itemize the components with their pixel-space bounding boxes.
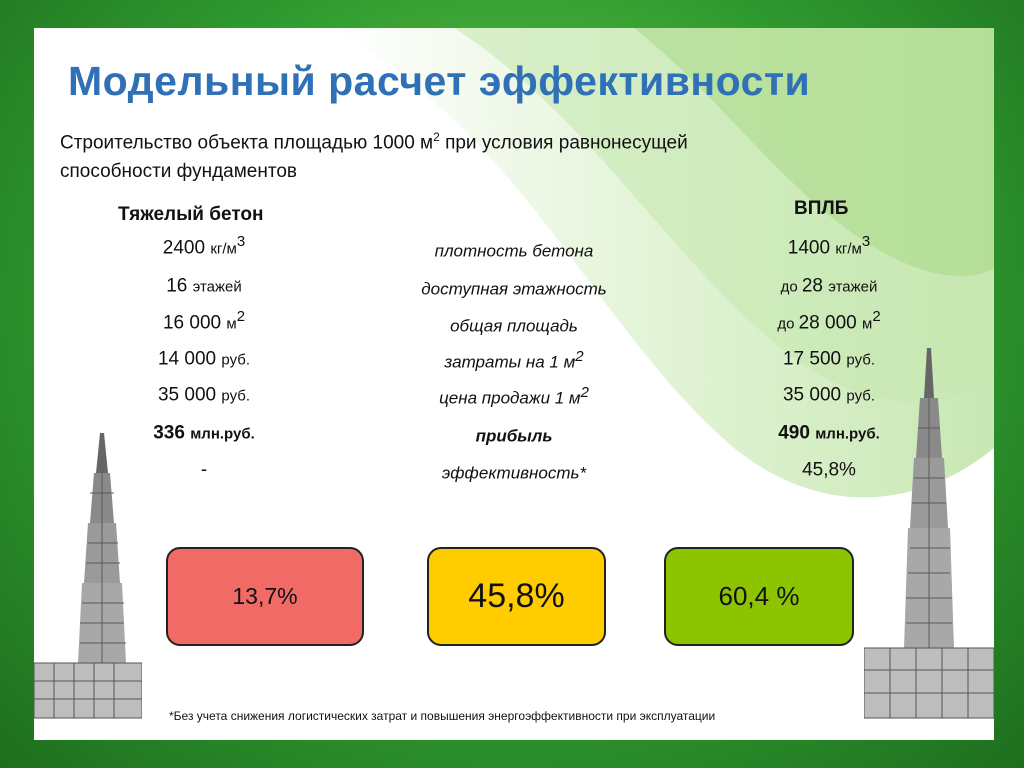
parameter-text: доступная этажность <box>421 279 607 299</box>
right-unit: этажей <box>828 278 878 296</box>
right-sup: 2 <box>872 308 881 325</box>
table-row: 2400 кг/м3 плотность бетона 1400 кг/м3 <box>34 233 994 267</box>
left-value: 2400 кг/м3 <box>104 233 304 259</box>
table-row: 336 млн.руб. прибыль 490 млн.руб. <box>34 418 994 452</box>
parameter-label: доступная этажность <box>364 275 664 300</box>
right-sup: 3 <box>861 233 871 250</box>
parameter-text: затраты на 1 м <box>444 352 576 372</box>
background-swoosh <box>334 28 994 498</box>
parameter-label: цена продажи 1 м2 <box>364 384 664 409</box>
page-title: Модельный расчет эффективности <box>68 58 811 104</box>
left-unit: руб. <box>221 351 250 369</box>
column-header-left: Тяжелый бетон <box>118 204 264 225</box>
parameter-text: плотность бетона <box>434 241 594 261</box>
right-value: до 28 000 м2 <box>734 308 924 334</box>
subtitle-line1-sup: 2 <box>433 130 440 144</box>
left-sup: 3 <box>236 233 246 250</box>
right-prefix: до <box>780 278 802 296</box>
right-unit: руб. <box>846 351 875 369</box>
right-value: 45,8% <box>734 455 924 481</box>
parameter-text: цена продажи 1 м <box>439 388 581 408</box>
column-header-right: ВПЛБ <box>794 198 849 219</box>
parameter-text: эффективность* <box>441 463 587 483</box>
subtitle-line1-before: Строительство объекта площадью 1000 м <box>60 132 434 154</box>
slide: Модельный расчет эффективности Строитель… <box>34 28 994 740</box>
left-number: - <box>200 459 208 481</box>
parameter-text: прибыль <box>475 426 553 446</box>
right-unit: млн.руб. <box>815 425 880 443</box>
left-value: 14 000 руб. <box>104 344 304 370</box>
right-prefix: до <box>777 315 799 333</box>
right-value: до 28 этажей <box>734 271 924 297</box>
right-number: 28 000 <box>798 312 862 334</box>
result-box-yellow-value: 45,8% <box>468 577 565 615</box>
result-box-red: 13,7% <box>166 547 364 646</box>
table-row: 16 000 м2 общая площадь до 28 000 м2 <box>34 308 994 342</box>
result-box-green-value: 60,4 % <box>718 581 800 611</box>
right-number: 28 <box>801 275 829 297</box>
table-row: 35 000 руб. цена продажи 1 м2 35 000 руб. <box>34 380 994 414</box>
left-unit: м <box>226 315 237 333</box>
left-number: 16 000 <box>162 312 227 334</box>
right-number: 17 500 <box>782 348 847 370</box>
right-unit: руб. <box>846 387 875 405</box>
left-number: 2400 <box>162 237 211 259</box>
result-box-yellow: 45,8% <box>427 547 606 646</box>
parameter-label: прибыль <box>364 422 664 447</box>
left-unit: руб. <box>221 387 250 405</box>
left-value: - <box>104 455 304 481</box>
right-value: 35 000 руб. <box>734 380 924 406</box>
result-box-green: 60,4 % <box>664 547 854 646</box>
left-number: 14 000 <box>157 348 222 370</box>
right-number: 1400 <box>787 237 836 259</box>
left-unit: этажей <box>192 278 242 296</box>
parameter-label: общая площадь <box>364 312 664 337</box>
right-number: 45,8% <box>802 459 856 481</box>
left-number: 16 <box>166 275 193 297</box>
parameter-text: общая площадь <box>450 316 578 336</box>
left-value: 336 млн.руб. <box>104 418 304 444</box>
subtitle-line1-after: при условия равнонесущей <box>439 132 688 154</box>
right-value: 17 500 руб. <box>734 344 924 370</box>
left-number: 35 000 <box>157 384 222 406</box>
table-row: 16 этажей доступная этажность до 28 этажей <box>34 271 994 305</box>
left-value: 16 000 м2 <box>104 308 304 334</box>
right-unit: м <box>862 315 873 333</box>
right-unit: кг/м <box>835 240 862 258</box>
left-value: 16 этажей <box>104 271 304 297</box>
table-row: - эффективность* 45,8% <box>34 455 994 489</box>
right-number: 490 <box>778 422 816 444</box>
parameter-sup: 2 <box>580 384 589 401</box>
right-value: 1400 кг/м3 <box>734 233 924 259</box>
parameter-label: эффективность* <box>364 459 664 484</box>
right-number: 35 000 <box>782 384 847 406</box>
table-row: 14 000 руб. затраты на 1 м2 17 500 руб. <box>34 344 994 378</box>
right-tower-image <box>864 348 994 719</box>
subtitle-line2: способности фундаментов <box>60 161 298 183</box>
parameter-sup: 2 <box>575 348 584 365</box>
result-box-red-value: 13,7% <box>232 583 298 609</box>
right-value: 490 млн.руб. <box>734 418 924 444</box>
left-sup: 2 <box>236 308 246 325</box>
left-value: 35 000 руб. <box>104 380 304 406</box>
left-number: 336 <box>153 422 191 444</box>
left-unit: кг/м <box>210 240 237 258</box>
footnote: *Без учета снижения логистических затрат… <box>169 709 716 723</box>
subtitle: Строительство объекта площадью 1000 м2 п… <box>60 123 880 186</box>
parameter-label: плотность бетона <box>364 237 664 262</box>
left-unit: млн.руб. <box>190 425 255 443</box>
left-tower-image <box>34 433 142 719</box>
parameter-label: затраты на 1 м2 <box>364 348 664 373</box>
